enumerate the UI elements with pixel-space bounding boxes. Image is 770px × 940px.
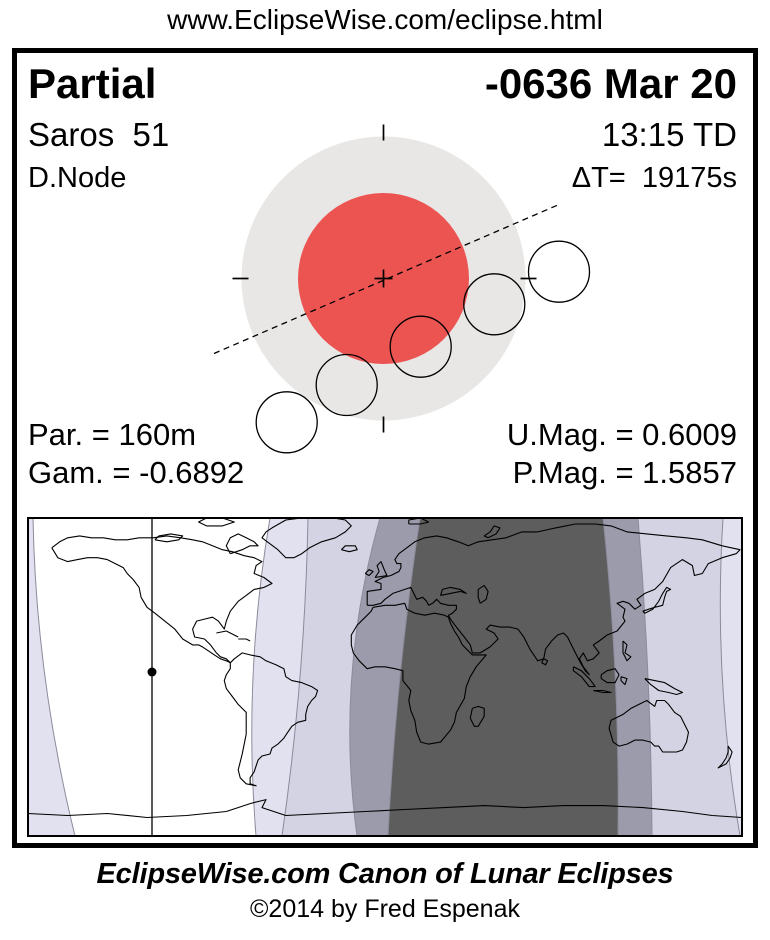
partial-duration-stat: Par. = 160m — [28, 417, 197, 452]
footer-title: EclipseWise.com Canon of Lunar Eclipses — [96, 858, 674, 890]
eclipse-type-label: Partial — [28, 60, 157, 107]
eclipse-date-label: -0636 Mar 20 — [484, 60, 737, 107]
gamma-stat: Gam. = -0.6892 — [28, 455, 245, 490]
delta-t-label: ΔT= 19175s — [571, 162, 737, 194]
saros-series-label: Saros 51 — [28, 116, 170, 153]
umbral-magnitude-stat: U.Mag. = 0.6009 — [506, 417, 737, 452]
greatest-eclipse-time-label: 13:15 TD — [601, 116, 737, 153]
page-header-url: www.EclipseWise.com/eclipse.html — [167, 4, 603, 35]
penumbral-magnitude-stat: P.Mag. = 1.5857 — [512, 455, 737, 490]
footer-copyright: ©2014 by Fred Espenak — [250, 895, 520, 923]
node-label: D.Node — [28, 162, 127, 194]
